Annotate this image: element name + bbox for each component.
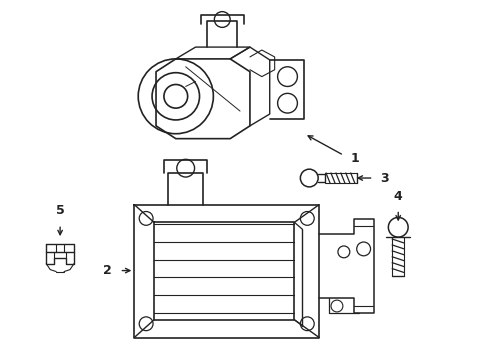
Text: 4: 4 [394, 190, 403, 203]
Text: 1: 1 [351, 152, 360, 165]
Text: 2: 2 [103, 264, 112, 277]
Text: 3: 3 [380, 171, 389, 185]
Text: 5: 5 [56, 204, 65, 217]
